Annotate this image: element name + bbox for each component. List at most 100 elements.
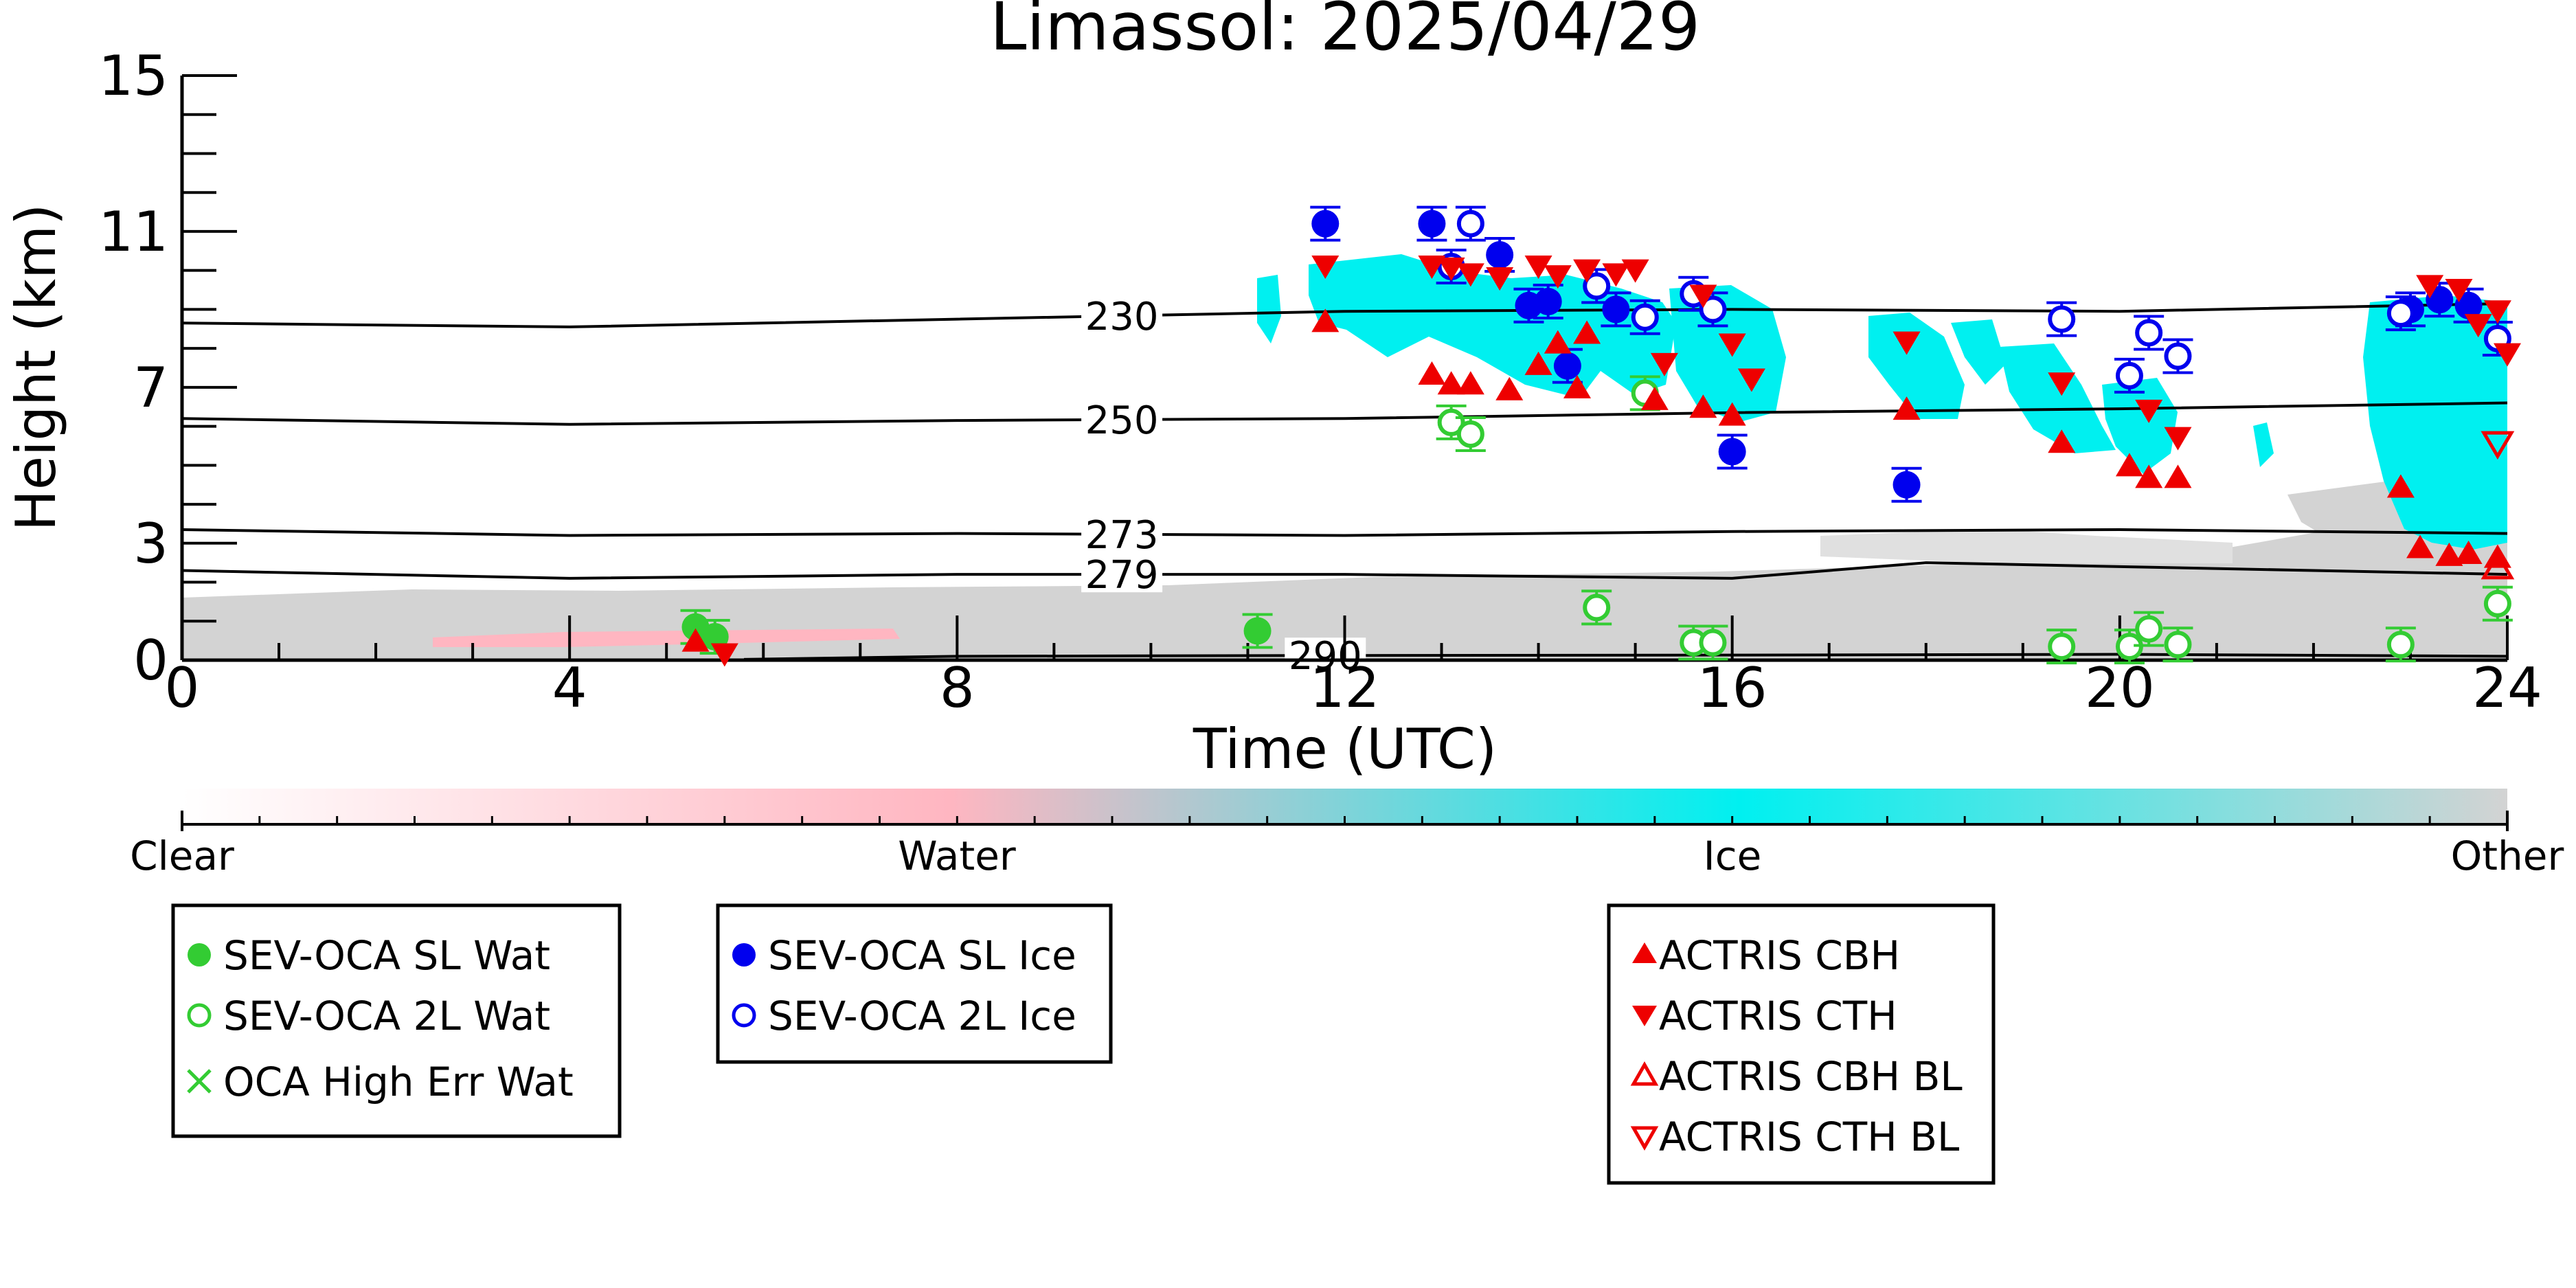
legend-open-triangle-up-icon (1630, 1061, 1659, 1086)
actris-cbh-marker (1718, 402, 1746, 426)
actris-cbh-marker (2386, 474, 2415, 498)
actris-cth-marker (1602, 263, 1630, 287)
sev-oca-2l-wat-marker (2135, 615, 2163, 643)
legend-label: SEV-OCA 2L Ice (768, 993, 1076, 1039)
classification-field (182, 254, 2507, 660)
legend-label: ACTRIS CTH (1659, 993, 1897, 1039)
actris-cbh-marker (2406, 534, 2434, 558)
legend-open-circle-icon (187, 1003, 212, 1028)
actris-cth-marker (1650, 352, 1678, 376)
y-tick-label: 11 (98, 200, 168, 264)
ice-patch-4 (1868, 313, 1965, 419)
actris-cth-marker (1718, 333, 1746, 357)
x-axis-label: Time (UTC) (1193, 717, 1497, 781)
sev-oca-sl-ice-marker (1602, 295, 1630, 324)
legend-label: ACTRIS CBH BL (1659, 1053, 1963, 1100)
x-ticks: 0 4 8 12 16 20 24 (165, 615, 2542, 720)
legend-label: ACTRIS CTH BL (1659, 1114, 1959, 1160)
contour-label-bg (1081, 516, 1163, 552)
actris-cbh-marker (1311, 308, 1340, 332)
actris-cth-marker (1893, 331, 1921, 355)
sev-oca-sl-ice-marker (1311, 210, 1340, 238)
ice-patch-6 (1999, 343, 2116, 453)
sev-oca-2l-ice-marker (1583, 272, 1611, 300)
actris-cbh-marker (2048, 429, 2076, 453)
contour-line-230 (182, 302, 2507, 328)
actris-cbh-marker (1689, 394, 1717, 418)
actris-cbh-marker (2454, 540, 2483, 564)
contour-label: 279 (1085, 553, 1159, 598)
actris-cth-marker (1311, 255, 1340, 279)
x-tick-label: 20 (2085, 656, 2155, 720)
ice-patch-5 (1951, 319, 2006, 385)
x-tick-label: 8 (940, 656, 975, 720)
actris-cbh-marker (1544, 330, 1572, 354)
actris-cth-marker (2464, 314, 2492, 338)
sev-oca-2l-wat-marker (1583, 594, 1611, 622)
actris-cth-marker (2048, 372, 2076, 396)
actris-cbh-bl-marker (2481, 550, 2515, 580)
y-tick-label: 0 (133, 629, 168, 692)
sev-oca-sl-wat-marker (1243, 617, 1272, 645)
sev-oca-2l-wat-marker (2048, 633, 2076, 661)
sev-oca-2l-ice-marker (2386, 300, 2415, 328)
sev-oca-2l-ice-marker (2135, 319, 2163, 347)
sev-oca-2l-ice-marker (2115, 361, 2143, 389)
actris-cth-marker (710, 643, 738, 667)
y-axis-label: Height (km) (4, 204, 68, 532)
contour-label-bg (1081, 297, 1163, 334)
legend-open-circle-icon (732, 1003, 756, 1028)
actris-cth-marker (2483, 300, 2511, 324)
colorbar-label-water: Water (898, 833, 1016, 879)
actris-cth-marker (2494, 343, 2521, 367)
legend-label: SEV-OCA SL Ice (768, 932, 1076, 979)
actris-cbh-marker (2115, 453, 2143, 477)
actris-cth-marker (1418, 255, 1446, 279)
data-markers (680, 205, 2521, 667)
actris-cth-marker (1621, 259, 1649, 283)
sev-oca-2l-wat-marker (1699, 629, 1727, 657)
legend-x-icon (187, 1069, 212, 1094)
legend-filled-circle-icon (732, 943, 756, 967)
legend-label: SEV-OCA SL Wat (223, 932, 550, 979)
actris-cth-marker (2416, 275, 2444, 299)
actris-cbh-marker (1418, 361, 1446, 385)
legend-triangle-down-icon (1632, 1006, 1657, 1026)
contour-label: 290 (1289, 634, 1362, 679)
legend-ice-box: SEV-OCA SL Ice SEV-OCA 2L Ice (716, 903, 1113, 1064)
sev-oca-2l-ice-marker (1456, 210, 1484, 238)
chart-title: Limassol: 2025/04/29 (990, 0, 1700, 65)
actris-cth-marker (1737, 368, 1765, 392)
y-ticks: 0 3 7 11 15 (98, 44, 237, 692)
actris-cth-marker (2445, 279, 2473, 303)
sev-oca-2l-wat-marker (1456, 420, 1484, 448)
actris-cth-marker (2164, 427, 2192, 451)
actris-cbh-marker (1573, 320, 1601, 344)
colorbar-minor-ticks (258, 816, 2431, 824)
sev-oca-2l-wat-marker (2164, 631, 2192, 659)
ice-patch-3 (1669, 285, 1786, 422)
ice-patch-8 (2253, 422, 2274, 467)
y-tick-label: 7 (133, 356, 168, 420)
contour-label-bg (1081, 556, 1163, 593)
actris-cth-marker (2135, 399, 2163, 423)
other-field-aerosol (1820, 529, 2233, 563)
sev-oca-2l-ice-marker (2048, 305, 2076, 333)
actris-cth-marker (1689, 284, 1717, 308)
sev-oca-sl-ice-marker (1534, 288, 1562, 316)
legend-open-triangle-down-icon (1630, 1126, 1659, 1151)
actris-cbh-marker (1524, 351, 1552, 375)
classification-colorbar: Clear Water Ice Other (130, 789, 2564, 879)
x-tick-label: 0 (165, 656, 200, 720)
actris-cbh-marker (1495, 376, 1524, 400)
legend-label: ACTRIS CBH (1659, 932, 1900, 979)
sev-oca-2l-wat-marker (2483, 589, 2511, 618)
actris-cbh-marker (1640, 386, 1669, 410)
sev-oca-sl-ice-marker (1418, 210, 1446, 238)
legend-water-box: SEV-OCA SL Wat SEV-OCA 2L Wat OCA High E… (171, 903, 622, 1138)
sev-oca-2l-ice-marker (1699, 295, 1727, 324)
water-field (433, 629, 900, 647)
colorbar-label-ice: Ice (1704, 833, 1762, 879)
